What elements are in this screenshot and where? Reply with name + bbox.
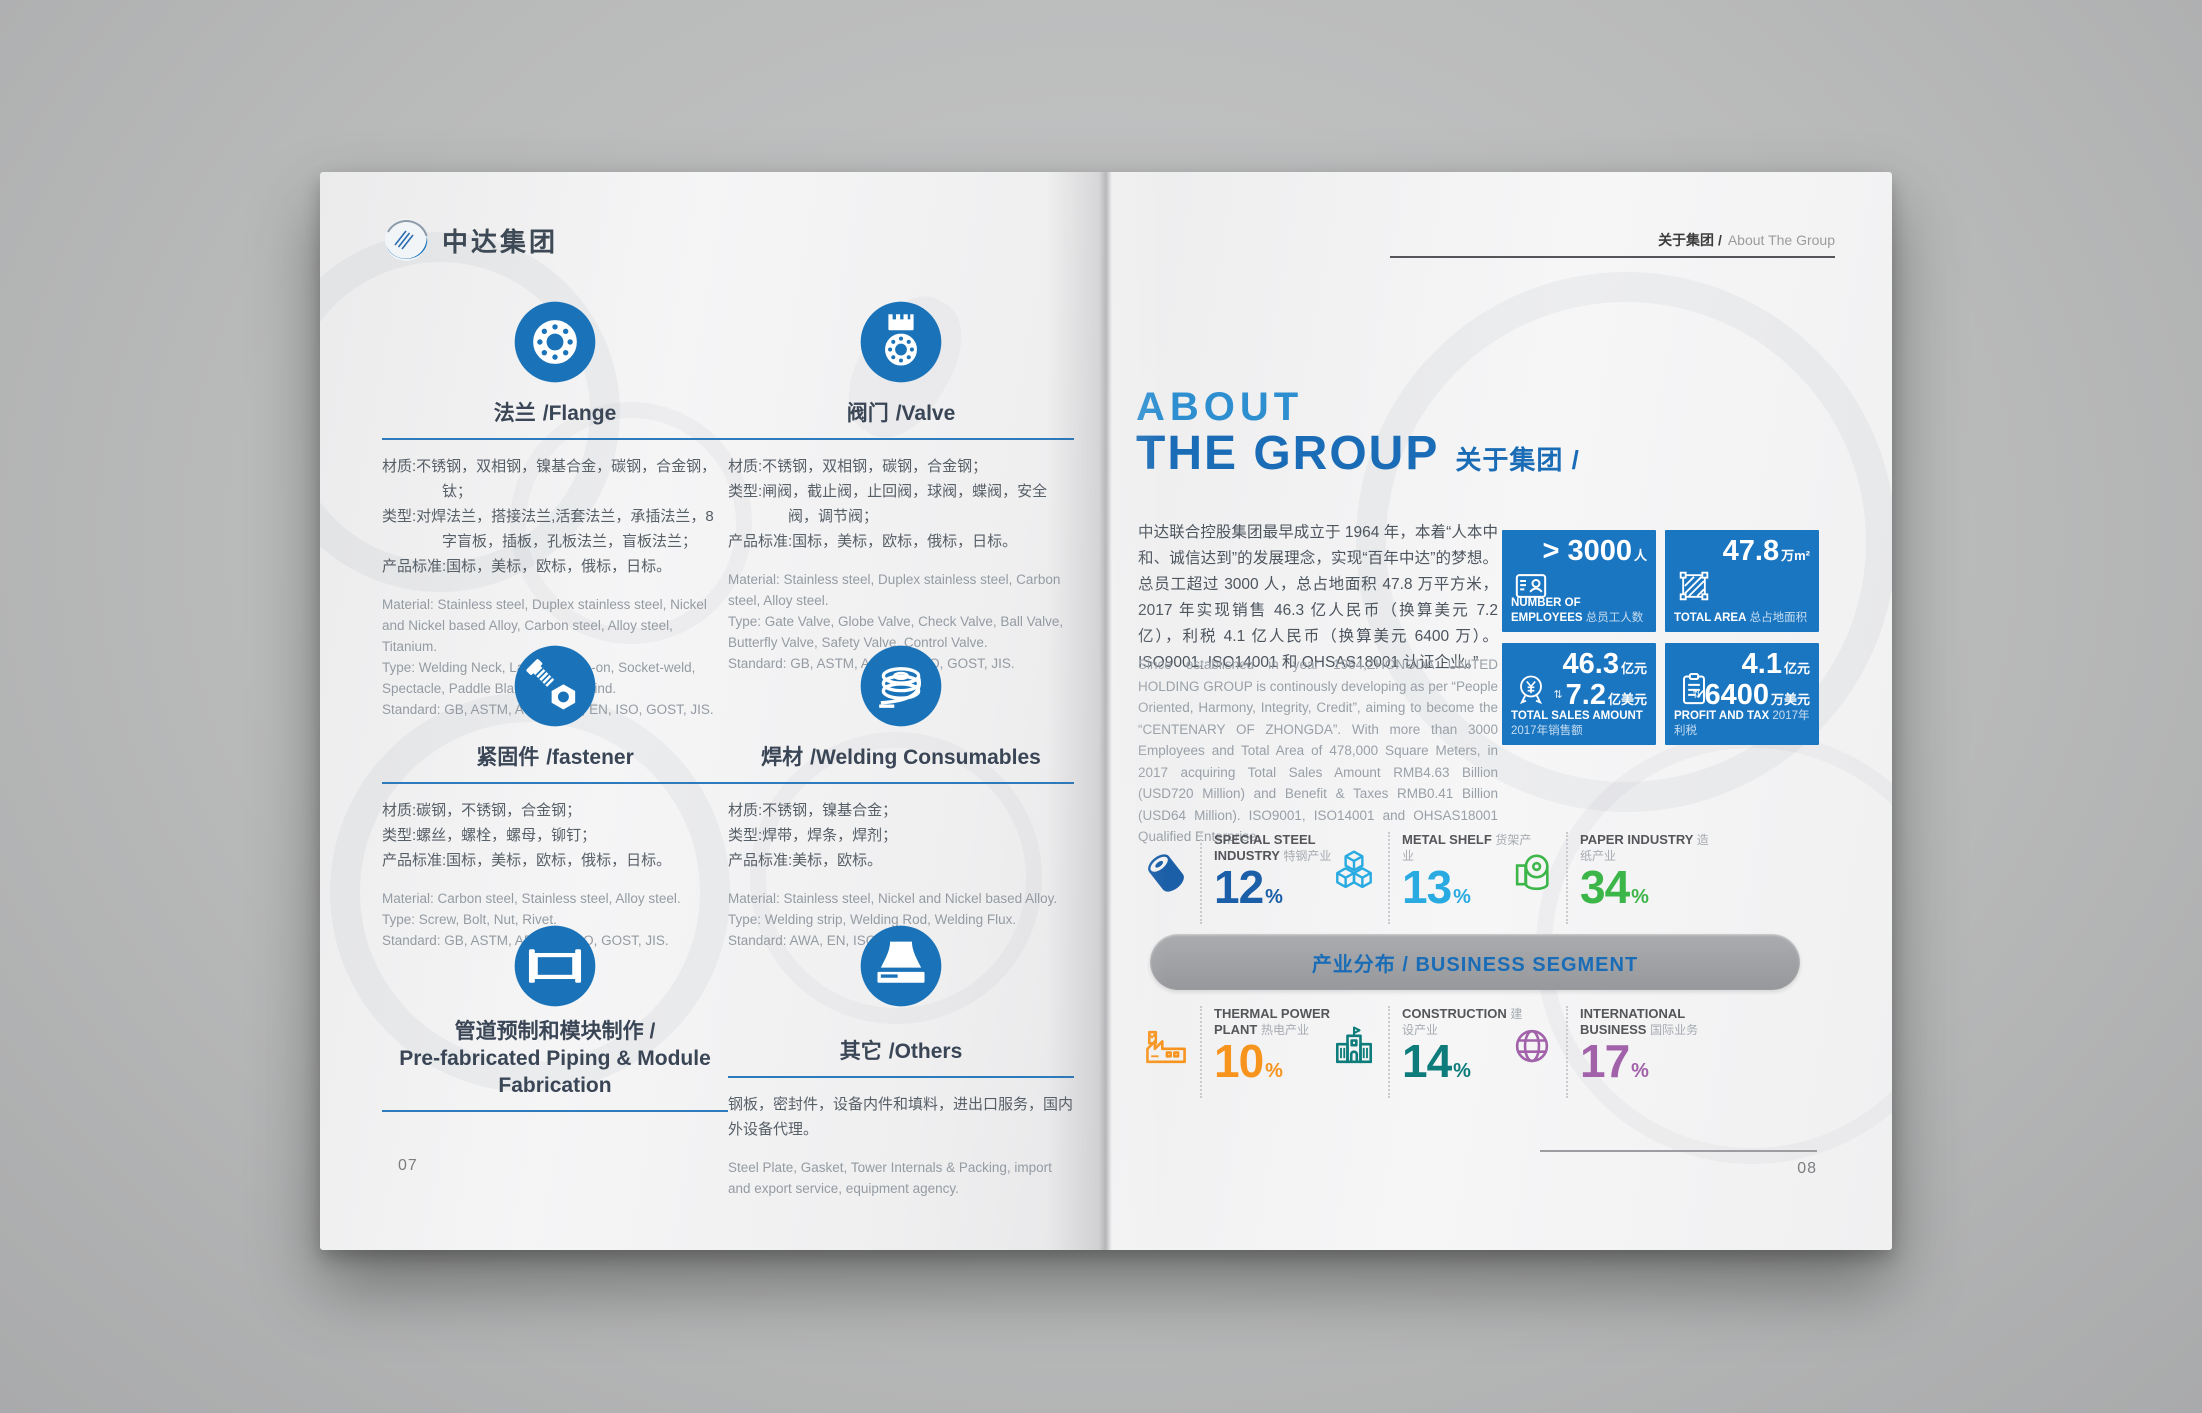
page-title-line1: ABOUT xyxy=(1136,385,1304,429)
steel-pipe-icon xyxy=(1140,842,1192,904)
cubes-icon xyxy=(1328,842,1380,904)
category-welding-consumables: 焊材/Welding Consumables 材质:不锈钢，镍基合金； 类型:焊… xyxy=(728,644,1074,951)
stat-card-employees: > 3000 人 NUMBER OF EMPLOYEES 总员工人数 xyxy=(1502,530,1656,632)
stat-card-total-sales: 46.3 亿元 ⇅ 7.2 亿美元 TOTAL SALES AMOUNT 2017年销… xyxy=(1502,643,1656,745)
category-text-en: Steel Plate, Gasket, Tower Internals & P… xyxy=(728,1160,1052,1196)
page-number-right: 08 xyxy=(1797,1160,1817,1177)
category-text-en: Material: Stainless steel, Nickel and Ni… xyxy=(728,891,1058,948)
company-logo: 中达集团 xyxy=(382,216,558,264)
category-others: 其它/Others 钢板，密封件，设备内件和填料，进出口服务，国内外设备代理。 … xyxy=(728,924,1074,1199)
divider xyxy=(728,1076,1074,1078)
running-header: 关于集团 / About The Group xyxy=(1658,230,1835,250)
category-text-zh: 钢板，密封件，设备内件和填料，进出口服务，国内外设备代理。 xyxy=(728,1096,1074,1138)
category-valve: 阀门/Valve 材质:不锈钢，双相钢，碳钢，合金钢； 类型:闸阀，截止阀，止回… xyxy=(728,300,1074,674)
category-text-zh: 材质:不锈钢，双相钢，镍基合金，碳钢，合金钢，钛； 类型:对焊法兰，搭接法兰,活… xyxy=(382,458,717,575)
dotted-divider xyxy=(1388,1006,1390,1098)
category-title: 管道预制和模块制作 / Pre-fabricated Piping & Modul… xyxy=(399,1020,711,1097)
category-title: 焊材/Welding Consumables xyxy=(761,746,1041,769)
dotted-divider xyxy=(1200,832,1202,924)
segment-special-steel: SPECIAL STEEL INDUSTRY 特钢产业 12% xyxy=(1140,832,1346,924)
running-header-zh: 关于集团 / xyxy=(1658,232,1722,248)
valve-icon xyxy=(859,300,943,384)
category-fastener: 紧固件/fastener 材质:碳钢，不锈钢，合金钢； 类型:螺丝，螺栓，螺母，… xyxy=(382,644,728,951)
welding-icon xyxy=(859,644,943,728)
category-prefabricated-piping: 管道预制和模块制作 / Pre-fabricated Piping & Modul… xyxy=(382,924,728,1112)
page-right: 关于集团 / About The Group ABOUT THE GROUP 关于集… xyxy=(1106,172,1892,1250)
divider xyxy=(382,782,728,784)
segment-paper-industry: PAPER INDUSTRY 造纸产业 34% xyxy=(1506,832,1712,924)
business-segment-banner-label: 产业分布 / BUSINESS SEGMENT xyxy=(1311,953,1639,976)
globe-icon xyxy=(1506,1016,1558,1078)
building-icon xyxy=(1328,1016,1380,1078)
page-number-rule xyxy=(1540,1150,1817,1152)
business-segment-banner: 产业分布 / BUSINESS SEGMENT xyxy=(1150,934,1800,990)
divider xyxy=(728,438,1074,440)
about-paragraph-en: Since established in year 1964,ZHONGDA U… xyxy=(1138,657,1498,844)
business-segments-row-2: THERMAL POWER PLANT 热电产业 10% xyxy=(1140,1006,1840,1116)
company-name: 中达集团 xyxy=(442,226,559,257)
category-title: 法兰/Flange xyxy=(493,402,617,425)
stat-card-profit-tax: 4.1 亿元 ⇅ 6400 万美元 PROFIT AND TAX 2017年利税 xyxy=(1665,643,1819,745)
paper-roll-icon xyxy=(1506,842,1558,904)
piping-icon xyxy=(513,924,597,1008)
category-title: 其它/Others xyxy=(839,1040,963,1063)
category-title: 紧固件/fastener xyxy=(476,746,634,769)
segment-thermal-power: THERMAL POWER PLANT 热电产业 10% xyxy=(1140,1006,1346,1098)
segment-metal-shelf: METAL SHELF 货架产业 13% xyxy=(1328,832,1534,924)
about-paragraph-zh: 中达联合控股集团最早成立于 1964 年，本着“人本中和、诚信达到”的发展理念，… xyxy=(1138,524,1498,671)
dotted-divider xyxy=(1566,832,1568,924)
running-header-rule xyxy=(1390,256,1835,258)
page-number-left: 07 xyxy=(398,1157,418,1174)
divider xyxy=(382,438,728,440)
sales-icon xyxy=(1511,669,1551,709)
running-header-en: About The Group xyxy=(1727,232,1835,248)
dotted-divider xyxy=(1388,832,1390,924)
dotted-divider xyxy=(1200,1006,1202,1098)
segment-construction: CONSTRUCTION 建设产业 14% xyxy=(1328,1006,1534,1098)
employees-icon xyxy=(1511,566,1551,606)
page-left: 中达集团 法兰/Flange 材质:不锈 xyxy=(320,172,1106,1250)
flange-icon xyxy=(513,300,597,384)
zhongda-logo-icon xyxy=(385,219,428,261)
segment-international-business: INTERNATIONAL BUSINESS 国际业务 17% xyxy=(1506,1006,1712,1098)
stat-card-total-area: 47.8 万m² TOTAL AREA 总占地面积 xyxy=(1665,530,1819,632)
profit-icon xyxy=(1674,669,1714,709)
factory-icon xyxy=(1140,1016,1192,1078)
page-title: ABOUT THE GROUP 关于集团 / xyxy=(1136,386,1580,486)
stat-cards: > 3000 人 NUMBER OF EMPLOYEES 总员工人数 47.8 万m… xyxy=(1502,530,1819,745)
others-icon xyxy=(859,924,943,1008)
brochure-spread: 中达集团 法兰/Flange 材质:不锈 xyxy=(320,172,1892,1250)
dotted-divider xyxy=(1566,1006,1568,1098)
divider xyxy=(382,1110,728,1112)
category-text-zh: 材质:不锈钢，双相钢，碳钢，合金钢； 类型:闸阀，截止阀，止回阀，球阀，蝶阀，安… xyxy=(728,458,1048,550)
business-segments-row-1: SPECIAL STEEL INDUSTRY 特钢产业 12% xyxy=(1140,832,1840,942)
category-title: 阀门/Valve xyxy=(846,402,956,425)
fastener-icon xyxy=(513,644,597,728)
category-text-zh: 材质:碳钢，不锈钢，合金钢； 类型:螺丝，螺栓，螺母，铆钉； 产品标准:国标，美… xyxy=(382,802,672,869)
area-icon xyxy=(1674,566,1714,606)
category-text-zh: 材质:不锈钢，镍基合金； 类型:焊带，焊条，焊剂； 产品标准:美标，欧标。 xyxy=(728,802,898,869)
page-title-line2: THE GROUP 关于集团 / xyxy=(1136,427,1580,480)
divider xyxy=(728,782,1074,784)
